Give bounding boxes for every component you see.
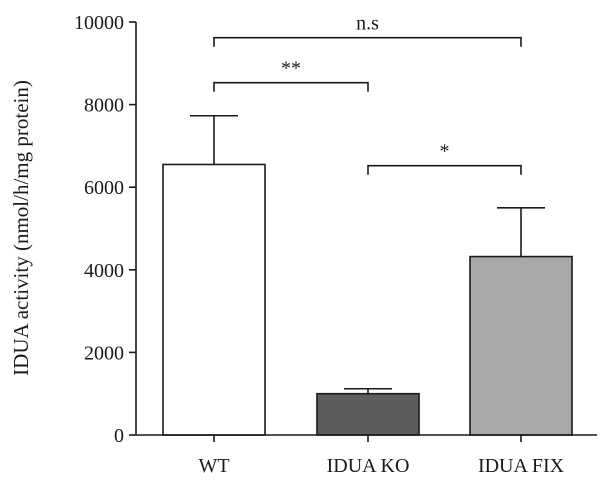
significance-bracket: [367, 164, 522, 175]
bars: [162, 163, 573, 436]
significance-bracket: [213, 81, 369, 92]
y-axis-title: IDUA activity (nmol/h/mg protein): [9, 80, 33, 376]
significance-label: **: [281, 58, 301, 80]
y-tick-label: 2000: [84, 342, 124, 364]
y-tick-label: 6000: [84, 177, 124, 199]
significance-brackets: n.s***: [213, 13, 522, 175]
y-axis-ticks: 0 2000 4000 6000 8000 10000: [74, 12, 136, 447]
y-tick-label: 8000: [84, 95, 124, 117]
category-label: IDUA FIX: [478, 455, 565, 477]
bar-idua-fix: [469, 255, 573, 436]
bar-idua-ko: [316, 392, 420, 436]
significance-label: n.s: [356, 13, 379, 35]
y-tick-label: 4000: [84, 260, 124, 282]
category-label: IDUA KO: [327, 455, 410, 477]
error-bars: [190, 114, 545, 394]
category-labels: WT IDUA KO IDUA FIX: [198, 435, 565, 477]
bar-wt: [162, 163, 266, 436]
significance-bracket: [213, 36, 522, 47]
y-tick-label: 0: [114, 425, 124, 447]
axes: [135, 22, 597, 436]
category-label: WT: [198, 455, 229, 477]
y-tick-label: 10000: [74, 12, 124, 34]
significance-label: *: [440, 141, 450, 163]
